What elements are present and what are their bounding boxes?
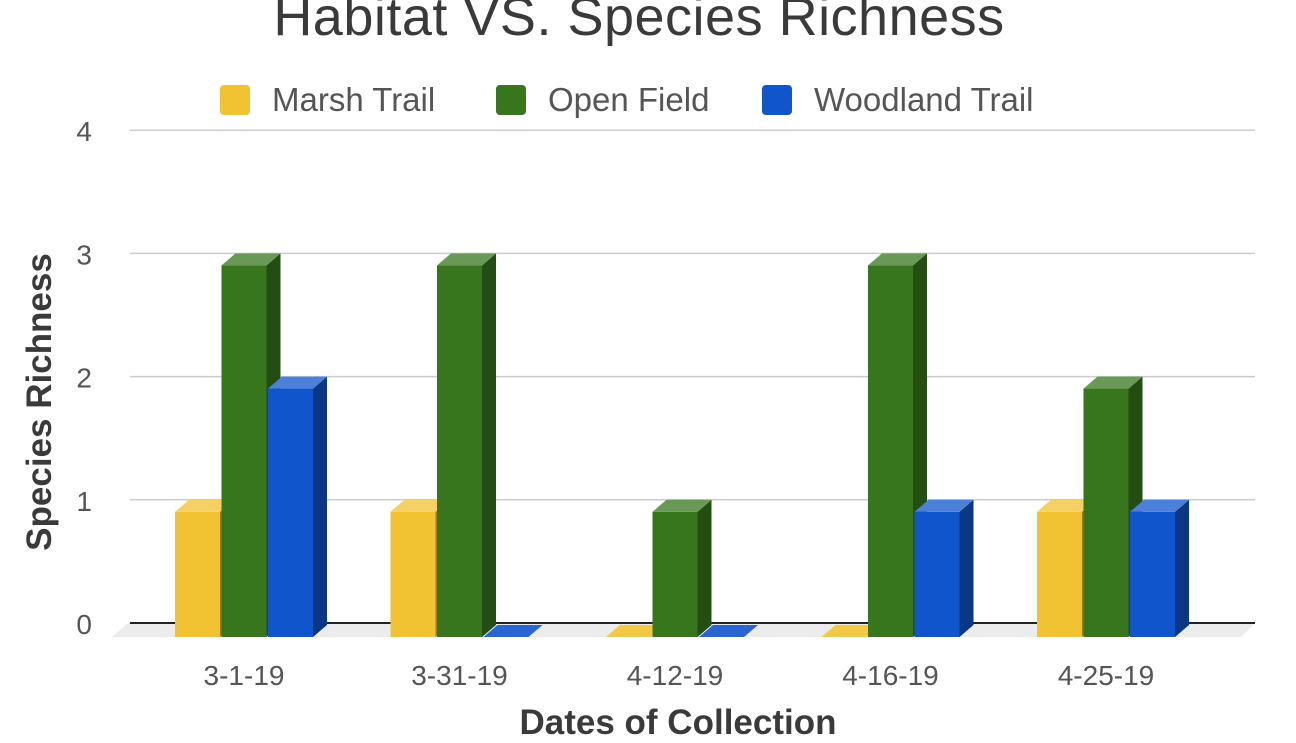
legend-label-marsh-trail: Marsh Trail bbox=[272, 81, 436, 118]
bar-zero bbox=[483, 625, 543, 637]
bar-top bbox=[268, 376, 327, 389]
bar-zero bbox=[821, 625, 881, 637]
bar bbox=[437, 253, 496, 637]
legend-swatch-marsh-trail bbox=[220, 85, 250, 115]
bar bbox=[699, 625, 758, 637]
legend-label-woodland-trail: Woodland Trail bbox=[814, 81, 1034, 118]
legend-item-woodland-trail[interactable]: Woodland Trail bbox=[762, 81, 1034, 118]
legend-item-open-field[interactable]: Open Field bbox=[496, 81, 710, 118]
bar-front bbox=[914, 511, 960, 637]
bar-side bbox=[959, 499, 974, 637]
bar-front bbox=[652, 511, 698, 637]
legend: Marsh Trail Open Field Woodland Trail bbox=[0, 81, 1296, 118]
bar-top bbox=[868, 253, 927, 266]
y-tick-label: 1 bbox=[76, 486, 92, 517]
bar-front bbox=[268, 388, 313, 637]
bar-zero bbox=[606, 625, 665, 637]
bar-side bbox=[482, 253, 496, 637]
bar-top bbox=[1037, 499, 1096, 512]
plot-area: 0 1 2 3 4 3-1-19 3-31-19 4-12-19 4-16-19 4-25-19 bbox=[76, 116, 1255, 691]
bar bbox=[652, 499, 712, 637]
bar-front bbox=[1130, 511, 1175, 637]
bar-front bbox=[390, 511, 436, 637]
bar-front bbox=[1037, 511, 1082, 637]
bar bbox=[821, 625, 881, 637]
bar-top bbox=[390, 499, 450, 512]
bar-side bbox=[1175, 499, 1189, 637]
bar-side bbox=[313, 376, 327, 637]
bar bbox=[221, 253, 281, 637]
bar-front bbox=[437, 265, 482, 637]
bar-front bbox=[221, 265, 267, 637]
bar-front bbox=[175, 511, 220, 637]
bar-top bbox=[1083, 376, 1143, 389]
x-tick-label: 4-25-19 bbox=[1058, 660, 1155, 691]
bar bbox=[914, 499, 974, 637]
bar-top bbox=[175, 499, 234, 512]
legend-label-open-field: Open Field bbox=[548, 81, 710, 118]
x-axis-title: Dates of Collection bbox=[519, 703, 837, 742]
y-tick-label: 2 bbox=[76, 363, 92, 394]
legend-item-marsh-trail[interactable]: Marsh Trail bbox=[220, 81, 436, 118]
bar-top bbox=[652, 499, 712, 512]
bar bbox=[268, 376, 327, 637]
bar-front bbox=[868, 265, 913, 637]
y-tick-label: 0 bbox=[76, 609, 92, 640]
x-tick-label: 3-1-19 bbox=[204, 660, 285, 691]
bar bbox=[483, 625, 543, 637]
y-tick-label: 3 bbox=[76, 239, 92, 270]
bar-front bbox=[1083, 388, 1129, 637]
bar-top bbox=[437, 253, 496, 266]
x-tick-label: 4-12-19 bbox=[627, 660, 724, 691]
legend-swatch-open-field bbox=[496, 85, 526, 115]
legend-swatch-woodland-trail bbox=[762, 85, 792, 115]
bar-zero bbox=[699, 625, 758, 637]
bar-top bbox=[221, 253, 281, 266]
bar-top bbox=[1130, 499, 1189, 512]
bar-side bbox=[697, 499, 712, 637]
x-tick-label: 4-16-19 bbox=[842, 660, 939, 691]
bar bbox=[1130, 499, 1189, 637]
y-tick-label: 4 bbox=[76, 116, 92, 147]
chart-title: Habitat VS. Species Richness bbox=[273, 0, 1005, 47]
bar bbox=[606, 625, 665, 637]
bar-top bbox=[914, 499, 974, 512]
x-tick-label: 3-31-19 bbox=[411, 660, 508, 691]
